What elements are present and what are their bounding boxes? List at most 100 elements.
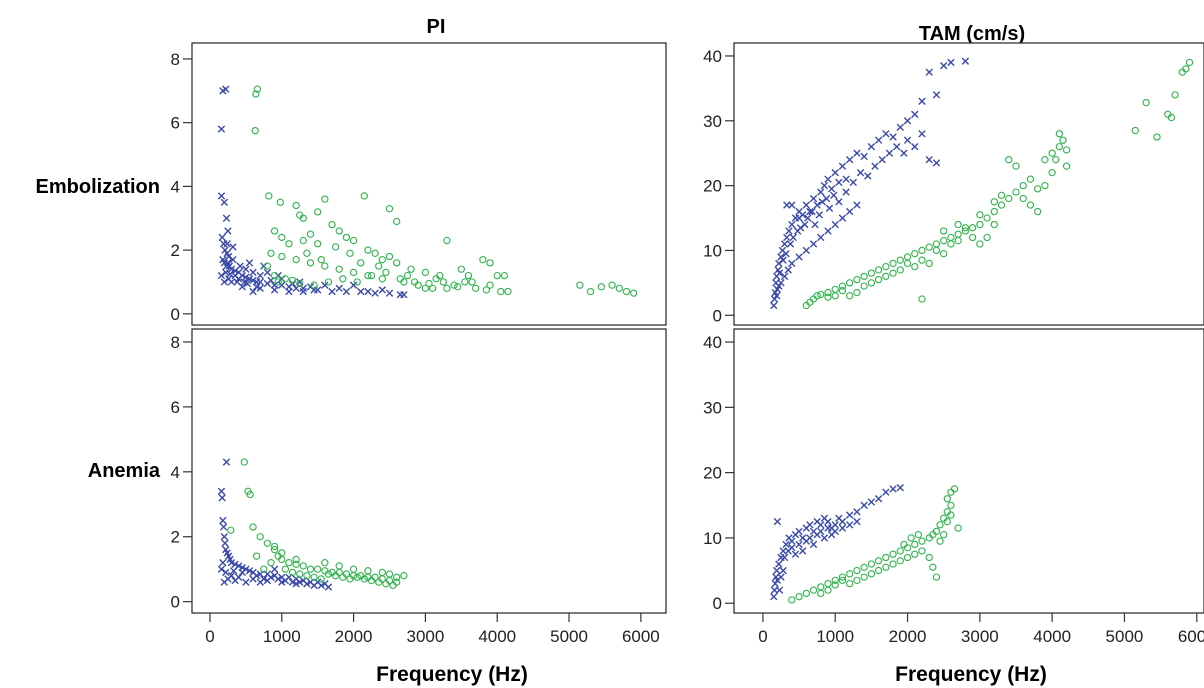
data-point-x-marker: [808, 207, 816, 216]
data-point-circle-marker: [940, 531, 948, 539]
data-point-x-marker: [274, 575, 282, 583]
data-point-circle-marker: [911, 550, 919, 558]
data-point-circle-marker: [1026, 201, 1035, 209]
data-point-x-marker: [853, 149, 861, 157]
data-point-x-marker: [871, 162, 879, 170]
data-point-x-marker: [806, 534, 814, 542]
data-point-circle-marker: [817, 290, 825, 299]
data-point-circle-marker: [907, 534, 915, 542]
data-point-circle-marker: [813, 292, 821, 300]
data-point-x-marker: [813, 201, 821, 209]
data-point-circle-marker: [1026, 175, 1035, 183]
plot-frame: [733, 328, 1204, 614]
data-point-circle-marker: [976, 240, 984, 248]
data-point-x-marker: [242, 265, 250, 273]
data-point-circle-marker: [929, 563, 937, 571]
data-point-x-marker: [874, 136, 883, 144]
data-point-x-marker: [245, 259, 254, 267]
data-point-x-marker: [831, 220, 839, 229]
data-point-circle-marker: [296, 279, 304, 288]
data-point-circle-marker: [500, 271, 509, 280]
data-point-x-marker: [342, 287, 351, 296]
data-point-circle-marker: [270, 546, 279, 554]
data-point-circle-marker: [278, 233, 286, 242]
data-point-circle-marker: [371, 249, 379, 257]
data-point-x-marker: [782, 540, 790, 549]
data-point-circle-marker: [882, 272, 890, 281]
data-point-circle-marker: [925, 553, 933, 562]
data-point-x-marker: [830, 191, 838, 200]
data-point-circle-marker: [846, 570, 854, 578]
data-point-circle-marker: [911, 250, 919, 258]
data-point-x-marker: [860, 152, 868, 161]
data-point-circle-marker: [472, 284, 480, 293]
data-point-x-marker: [809, 540, 818, 549]
data-point-x-marker: [889, 133, 897, 141]
data-point-circle-marker: [468, 278, 476, 286]
data-point-circle-marker: [925, 259, 933, 268]
data-point-x-marker: [321, 281, 329, 289]
data-point-x-marker: [364, 287, 372, 296]
data-point-x-marker: [217, 125, 226, 133]
data-point-circle-marker: [997, 201, 1006, 209]
data-point-x-marker: [238, 568, 246, 577]
data-point-circle-marker: [439, 278, 448, 286]
data-point-x-marker: [299, 287, 308, 296]
data-point-x-marker: [806, 207, 814, 216]
y-tick-label: 0: [171, 305, 180, 324]
data-point-circle-marker: [360, 192, 369, 200]
data-point-circle-marker: [947, 501, 955, 509]
data-point-x-marker: [809, 240, 818, 248]
data-point-circle-marker: [968, 224, 977, 232]
data-point-circle-marker: [227, 526, 235, 534]
data-point-circle-marker: [838, 282, 847, 290]
data-point-x-marker: [925, 68, 933, 76]
data-point-x-marker: [903, 136, 912, 144]
data-point-x-marker: [817, 527, 825, 536]
data-point-circle-marker: [918, 256, 926, 264]
data-point-circle-marker: [244, 487, 252, 495]
data-point-circle-marker: [889, 550, 897, 558]
data-point-circle-marker: [393, 259, 401, 267]
data-point-circle-marker: [256, 533, 264, 541]
data-point-circle-marker: [292, 555, 300, 564]
data-point-circle-marker: [382, 580, 390, 588]
data-point-circle-marker: [252, 90, 260, 98]
data-point-x-marker: [773, 576, 782, 585]
data-point-x-marker: [788, 259, 796, 268]
data-point-x-marker: [820, 534, 829, 542]
data-point-x-marker: [925, 155, 933, 164]
data-point-x-marker: [824, 517, 832, 526]
data-point-x-marker: [775, 560, 783, 568]
data-point-circle-marker: [360, 575, 369, 583]
x-tick-label: 0: [758, 627, 767, 646]
data-point-circle-marker: [976, 211, 984, 219]
data-point-circle-marker: [1062, 146, 1071, 154]
data-point-circle-marker: [281, 275, 290, 283]
data-point-x-marker: [224, 275, 233, 283]
y-tick-label: 8: [171, 50, 180, 69]
data-point-circle-marker: [324, 278, 333, 286]
data-point-circle-marker: [903, 553, 912, 562]
data-point-circle-marker: [317, 575, 325, 583]
data-point-circle-marker: [292, 560, 300, 568]
data-point-x-marker: [770, 295, 779, 303]
data-point-circle-marker: [918, 246, 926, 255]
data-point-x-marker: [900, 149, 908, 157]
data-point-x-marker: [782, 249, 790, 258]
data-point-circle-marker: [1185, 58, 1194, 67]
data-point-circle-marker: [932, 573, 941, 581]
data-point-circle-marker: [990, 220, 998, 229]
data-point-x-marker: [772, 566, 781, 575]
data-point-circle-marker: [385, 252, 394, 261]
data-point-circle-marker: [846, 292, 854, 300]
data-point-x-marker: [220, 198, 229, 207]
data-point-x-marker: [252, 571, 261, 580]
data-point-circle-marker: [321, 559, 329, 567]
data-point-circle-marker: [310, 281, 318, 289]
data-point-circle-marker: [421, 268, 430, 277]
data-point-x-marker: [835, 198, 843, 206]
data-point-circle-marker: [367, 271, 376, 280]
data-point-circle-marker: [882, 553, 890, 562]
data-point-circle-marker: [918, 537, 926, 545]
